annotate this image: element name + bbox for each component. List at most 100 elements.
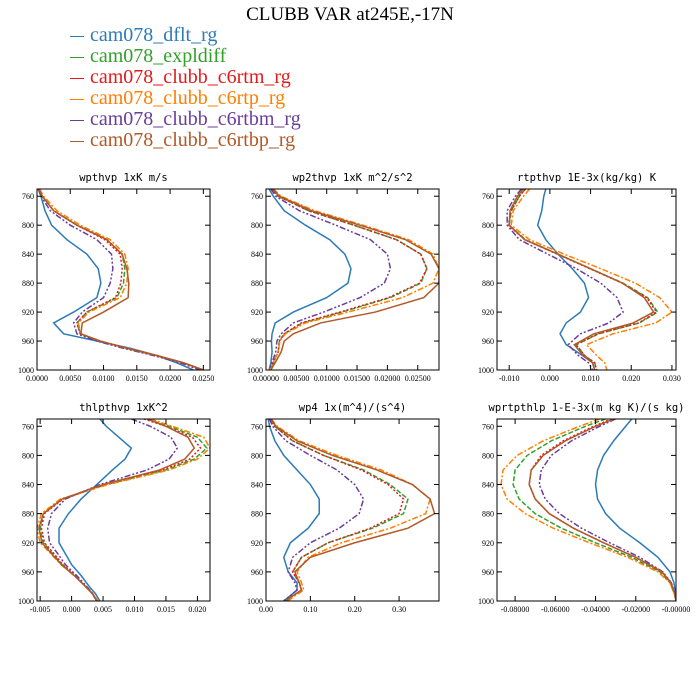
y-tick-label: 800 (251, 221, 263, 230)
x-tick-label: 0.000 (541, 374, 559, 383)
x-tick-label: -0.02000 (621, 605, 650, 614)
series-line (508, 189, 655, 370)
x-tick-label: 0.00 (259, 605, 273, 614)
y-tick-label: 1000 (247, 597, 263, 606)
series-line (268, 189, 352, 370)
y-tick-label: 960 (482, 337, 494, 346)
chart-panel: rtpthvp 1E-3x(kg/kg) K 760 800 840 880 920 960… (478, 172, 681, 383)
y-tick-label: 920 (22, 539, 34, 548)
series-line (270, 189, 439, 370)
legend-entry: cam078_clubb_c6rtm_rg (70, 67, 301, 88)
y-tick-label: 880 (22, 279, 34, 288)
series-line (268, 189, 392, 370)
y-tick-label: 960 (251, 568, 263, 577)
y-tick-label: 840 (482, 481, 494, 490)
x-tick-label: -0.06000 (541, 605, 570, 614)
x-tick-label: 0.02000 (374, 374, 400, 383)
plot-frame (265, 188, 440, 371)
legend-label: cam078_dflt_rg (90, 24, 218, 46)
chart-panel: wp4 1x(m^4)/(s^4)76080084088092096010000… (247, 402, 440, 614)
series-group (267, 419, 436, 601)
x-tick-label: 0.020 (622, 374, 640, 383)
panel-title: wp2thvp 1xK m^2/s^2 (292, 172, 412, 184)
plot-frame (496, 418, 677, 602)
y-tick-label: 760 (22, 192, 34, 201)
legend-label: cam078_clubb_c6rtbp_rg (90, 129, 296, 151)
series-line (270, 419, 431, 601)
x-tick-label: 0.01500 (344, 374, 370, 383)
series-line (510, 189, 674, 370)
legend: cam078_dflt_rg cam078_expldiff cam078_cl… (70, 25, 301, 151)
series-line (39, 419, 208, 601)
x-tick-label: -0.08000 (501, 605, 530, 614)
legend-entry: cam078_expldiff (70, 46, 301, 67)
y-tick-label: 920 (482, 308, 494, 317)
series-line (38, 189, 204, 370)
x-tick-label: 0.010 (126, 605, 144, 614)
legend-label: cam078_clubb_c6rtp_rg (90, 87, 286, 109)
x-tick-label: 0.030 (663, 374, 681, 383)
x-tick-label: 0.010 (582, 374, 600, 383)
y-tick-label: 800 (251, 451, 263, 460)
y-tick-label: 920 (251, 308, 263, 317)
figure-title: CLUBB VAR at245E,-17N (246, 4, 454, 25)
legend-line-swatch (70, 77, 84, 79)
legend-label: cam078_expldiff (90, 45, 227, 67)
y-tick-label: 1000 (247, 366, 263, 375)
x-tick-label: -0.00000 (662, 605, 691, 614)
series-line (528, 419, 676, 601)
series-line (528, 419, 676, 601)
x-tick-label: -0.010 (499, 374, 520, 383)
panel-title: thlpthvp 1xK^2 (79, 402, 168, 414)
series-line (268, 189, 428, 370)
x-tick-label: 0.0150 (126, 374, 148, 383)
x-tick-label: -0.04000 (581, 605, 610, 614)
legend-line-swatch (70, 98, 84, 100)
legend-line-swatch (70, 140, 84, 142)
x-tick-label: 0.10 (303, 605, 317, 614)
series-group (268, 189, 439, 370)
series-line (46, 419, 179, 601)
x-tick-label: 0.0050 (59, 374, 81, 383)
x-tick-label: 0.0250 (192, 374, 214, 383)
x-tick-label: 0.000 (63, 605, 81, 614)
series-group (500, 419, 676, 601)
legend-line-swatch (70, 35, 84, 37)
y-tick-label: 880 (482, 279, 494, 288)
legend-entry: cam078_clubb_c6rtbm_rg (70, 109, 301, 130)
plot-frame (265, 418, 440, 602)
x-tick-label: 0.01000 (314, 374, 340, 383)
series-line (594, 419, 676, 601)
series-line (536, 189, 596, 370)
y-tick-label: 800 (22, 451, 34, 460)
y-tick-label: 1000 (478, 597, 494, 606)
x-tick-label: 0.0200 (159, 374, 181, 383)
y-tick-label: 840 (22, 250, 34, 259)
plot-frame (36, 418, 211, 602)
chart-panel: thlpthvp 1xK^2 760 800 840 880 920 960 1000-0.0… (18, 402, 211, 614)
series-line (268, 189, 439, 370)
y-tick-label: 760 (482, 422, 494, 431)
x-tick-label: -0.005 (30, 605, 51, 614)
series-line (37, 189, 201, 370)
series-line (538, 419, 676, 601)
x-tick-label: 0.02500 (405, 374, 431, 383)
y-tick-label: 920 (251, 539, 263, 548)
series-line (38, 419, 196, 601)
y-tick-label: 920 (22, 308, 34, 317)
y-tick-label: 800 (22, 221, 34, 230)
x-tick-label: 0.00000 (253, 374, 279, 383)
plot-frame (496, 188, 677, 371)
series-line (512, 419, 676, 601)
panel-title: wp4 1x(m^4)/(s^4) (299, 402, 406, 414)
x-tick-label: 0.005 (94, 605, 112, 614)
series-line (39, 189, 204, 370)
chart-panel: wprtpthlp 1-E-3x(m kg K)/(s kg) 760 800 840… (478, 402, 690, 614)
series-line (506, 189, 625, 370)
x-tick-label: 0.020 (188, 605, 206, 614)
y-tick-label: 880 (482, 510, 494, 519)
x-tick-label: 0.00500 (283, 374, 309, 383)
y-tick-label: 960 (482, 568, 494, 577)
x-tick-label: 0.20 (348, 605, 362, 614)
